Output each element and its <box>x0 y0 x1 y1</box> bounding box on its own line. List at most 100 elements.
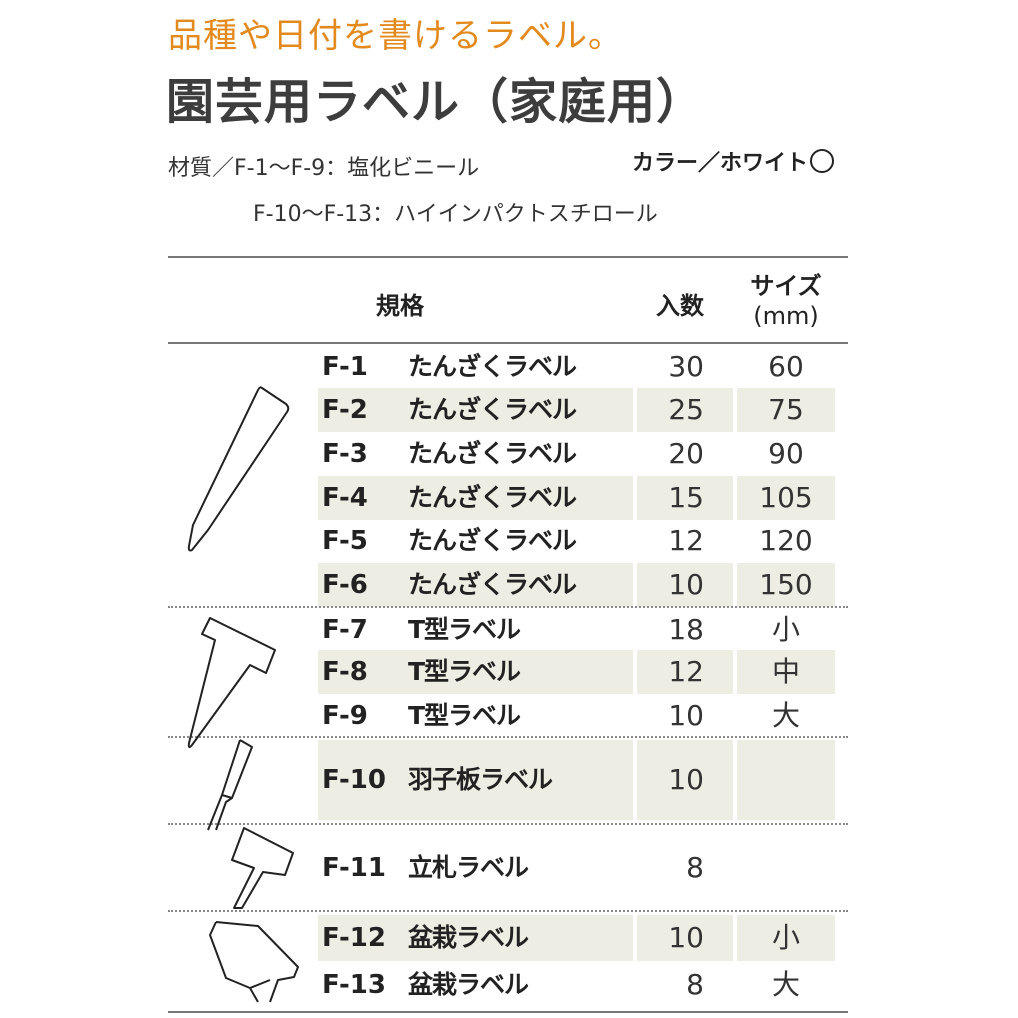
row-code: F-7 <box>322 615 368 645</box>
row-qty: 10 <box>668 699 704 732</box>
row-size: 120 <box>759 524 813 557</box>
row-code: F-10 <box>322 765 386 795</box>
label-illustrations <box>187 386 299 1003</box>
table-row: F-9 T型ラベル 10 大 <box>0 694 1018 738</box>
row-name: T型ラベル <box>408 657 521 686</box>
row-code: F-1 <box>322 352 368 382</box>
group-divider <box>168 606 848 608</box>
table-row: F-10 羽子板ラベル 10 <box>0 758 1018 802</box>
row-size: 75 <box>768 393 804 426</box>
row-qty: 25 <box>668 393 704 426</box>
row-code: F-12 <box>322 923 386 953</box>
hagoita-label-icon <box>207 739 253 831</box>
row-qty: 10 <box>668 568 704 601</box>
row-qty: 18 <box>668 613 704 646</box>
row-shading <box>637 915 733 961</box>
row-shading <box>637 388 733 432</box>
header-rule <box>168 342 848 344</box>
row-size: 小 <box>771 921 800 954</box>
table-row: F-4 たんざくラベル 15 105 <box>0 476 1018 520</box>
row-name: たんざくラベル <box>408 483 577 512</box>
header-spec: 規格 <box>376 292 424 320</box>
row-code: F-13 <box>322 970 386 1000</box>
row-shading <box>318 563 633 607</box>
table-row: F-6 たんざくラベル 10 150 <box>0 563 1018 607</box>
row-qty: 12 <box>668 524 704 557</box>
tatefuda-label-icon <box>231 827 294 909</box>
row-qty: 8 <box>686 851 704 884</box>
row-qty: 10 <box>668 921 704 954</box>
row-name: 盆栽ラベル <box>408 970 529 999</box>
color-info: カラー／ホワイト <box>632 145 835 177</box>
row-code: F-4 <box>322 483 368 513</box>
header-size-unit: (mm) <box>753 302 819 330</box>
row-shading <box>737 740 835 820</box>
row-name: 盆栽ラベル <box>408 923 529 952</box>
row-size: 小 <box>771 613 800 646</box>
row-shading <box>737 388 835 432</box>
color-label: カラー／ホワイト <box>632 151 809 176</box>
row-qty: 10 <box>668 763 704 796</box>
row-size: 90 <box>768 437 804 470</box>
row-shading <box>318 740 633 820</box>
row-qty: 15 <box>668 481 704 514</box>
row-shading <box>318 915 633 961</box>
row-code: F-9 <box>322 701 368 731</box>
row-shading <box>318 650 633 694</box>
row-qty: 12 <box>668 655 704 688</box>
group-divider <box>168 823 848 825</box>
row-shading <box>737 650 835 694</box>
row-shading <box>318 388 633 432</box>
table-row: F-11 立札ラベル 8 <box>0 846 1018 890</box>
header-qty: 入数 <box>656 292 704 320</box>
row-name: T型ラベル <box>408 701 521 730</box>
material-line-2: F-10〜F-13：ハイインパクトスチロール <box>253 202 658 227</box>
row-name: たんざくラベル <box>408 526 577 555</box>
row-shading <box>737 563 835 607</box>
row-name: たんざくラベル <box>408 439 577 468</box>
bonsai-label-icon <box>209 921 299 1003</box>
row-size: 大 <box>771 968 800 1001</box>
row-size: 150 <box>759 568 813 601</box>
row-shading <box>637 650 733 694</box>
row-size: 中 <box>771 655 800 688</box>
row-shading <box>637 563 733 607</box>
row-code: F-2 <box>322 395 368 425</box>
row-shading <box>737 915 835 961</box>
row-name: たんざくラベル <box>408 570 577 599</box>
row-name: 立札ラベル <box>408 853 529 882</box>
table-row: F-8 T型ラベル 12 中 <box>0 650 1018 694</box>
tagline: 品種や日付を書けるラベル。 <box>168 16 623 56</box>
table-row: F-1 たんざくラベル 30 60 <box>0 345 1018 389</box>
table-bottom-rule <box>168 1011 848 1013</box>
group-divider <box>168 736 848 738</box>
row-name: たんざくラベル <box>408 352 577 381</box>
row-shading <box>318 476 633 520</box>
group-divider <box>168 910 848 912</box>
row-qty: 8 <box>686 968 704 1001</box>
tanzaku-label-icon <box>187 386 290 552</box>
row-size: 60 <box>768 350 804 383</box>
t-label-icon <box>187 617 276 749</box>
table-row: F-7 T型ラベル 18 小 <box>0 608 1018 652</box>
row-code: F-11 <box>322 853 386 883</box>
table-row: F-3 たんざくラベル 20 90 <box>0 432 1018 476</box>
row-name: たんざくラベル <box>408 395 577 424</box>
page-title: 園芸用ラベル（家庭用） <box>166 74 706 130</box>
row-qty: 20 <box>668 437 704 470</box>
table-row: F-12 盆栽ラベル 10 小 <box>0 916 1018 960</box>
table-row: F-5 たんざくラベル 12 120 <box>0 519 1018 563</box>
row-name: T型ラベル <box>408 615 521 644</box>
row-name: 羽子板ラベル <box>408 765 553 794</box>
row-shading <box>737 476 835 520</box>
material-line-1: 材質／F-1〜F-9：塩化ビニール <box>168 156 480 181</box>
row-shading <box>637 740 733 820</box>
row-size: 105 <box>759 481 813 514</box>
table-row: F-13 盆栽ラベル 8 大 <box>0 963 1018 1007</box>
header-size: サイズ <box>750 272 822 300</box>
row-shading <box>637 476 733 520</box>
row-code: F-6 <box>322 570 368 600</box>
row-qty: 30 <box>668 350 704 383</box>
row-code: F-5 <box>322 526 368 556</box>
row-size: 大 <box>771 699 800 732</box>
